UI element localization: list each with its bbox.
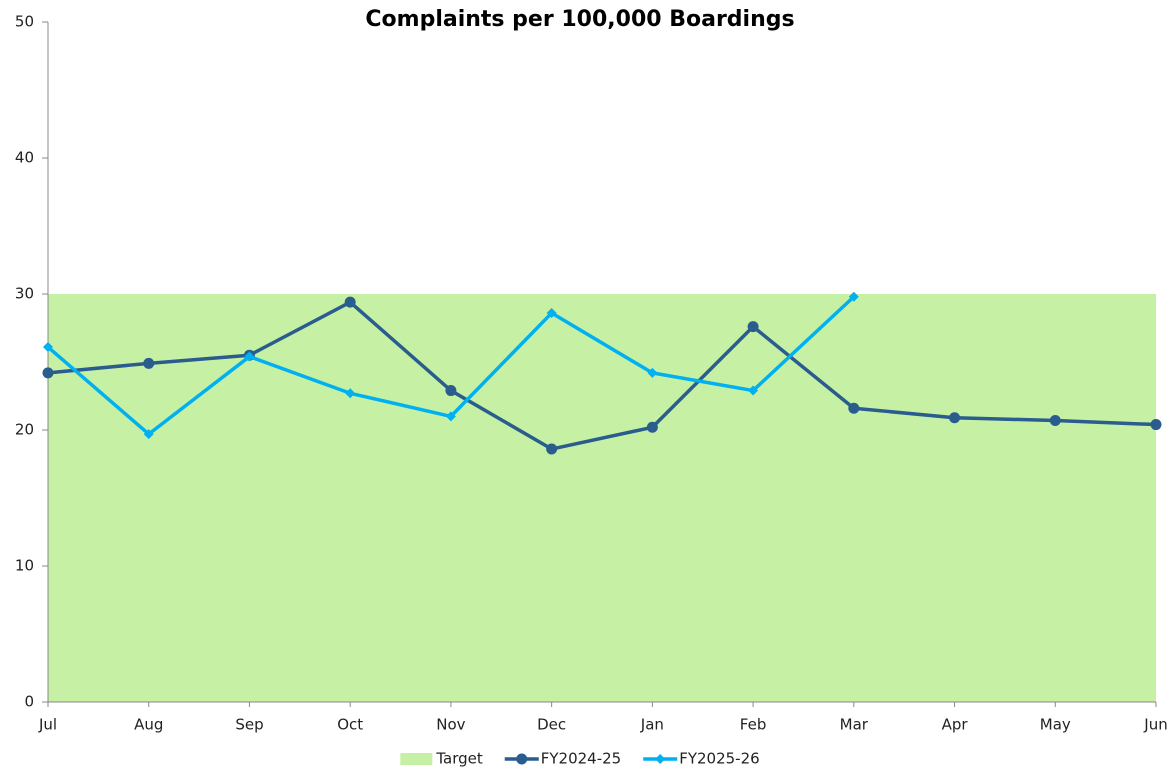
x-tick-label: Jul <box>38 716 57 734</box>
data-point <box>43 342 53 353</box>
data-point <box>42 367 54 379</box>
legend-label: Target <box>435 750 483 768</box>
x-tick-label: Mar <box>840 716 869 734</box>
y-tick-label: 0 <box>24 693 34 711</box>
data-point <box>646 421 658 433</box>
x-tick-label: Feb <box>740 716 767 734</box>
x-tick-label: Nov <box>436 716 465 734</box>
data-point <box>445 385 457 397</box>
data-point <box>546 443 558 455</box>
x-tick-label: Jun <box>1143 716 1167 734</box>
target-area <box>48 294 1156 702</box>
x-tick-label: Apr <box>942 716 969 734</box>
legend-label: FY2024-25 <box>541 750 621 768</box>
data-point <box>848 402 860 414</box>
legend-swatch <box>400 753 433 765</box>
y-tick-label: 50 <box>15 13 34 31</box>
x-tick-label: Dec <box>537 716 566 734</box>
x-tick-label: Sep <box>235 716 263 734</box>
data-point <box>748 385 759 396</box>
series-line <box>47 300 1157 451</box>
y-tick-label: 30 <box>15 285 34 303</box>
y-tick-label: 40 <box>15 149 34 167</box>
data-point <box>344 296 356 308</box>
data-point <box>445 411 456 422</box>
data-point <box>848 291 859 302</box>
data-point <box>949 412 961 424</box>
x-tick-label: Jan <box>640 716 664 734</box>
data-point <box>244 351 255 362</box>
data-point <box>143 429 154 440</box>
x-tick-label: Oct <box>337 716 363 734</box>
data-point <box>345 388 356 399</box>
data-point <box>747 321 759 333</box>
legend-label: FY2025-26 <box>679 750 759 768</box>
y-tick-label: 20 <box>15 421 34 439</box>
data-point <box>1150 419 1162 431</box>
data-point <box>546 308 557 319</box>
data-point <box>647 367 658 378</box>
x-tick-label: Aug <box>134 716 163 734</box>
x-tick-label: May <box>1040 716 1071 734</box>
legend-marker <box>655 754 666 764</box>
chart-title: Complaints per 100,000 Boardings <box>365 7 794 32</box>
legend-marker <box>516 753 528 765</box>
data-point <box>143 357 155 369</box>
y-tick-label: 10 <box>15 557 34 575</box>
data-point <box>1049 414 1061 426</box>
